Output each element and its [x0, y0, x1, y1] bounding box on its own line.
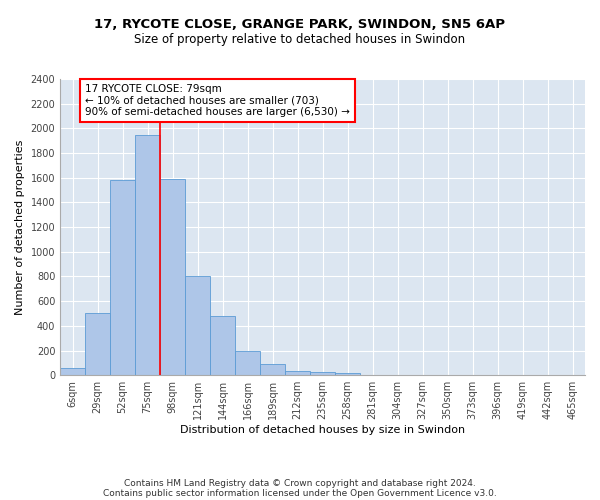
- Bar: [260, 364, 285, 375]
- Bar: [235, 351, 260, 375]
- Bar: [310, 372, 335, 375]
- Text: Contains HM Land Registry data © Crown copyright and database right 2024.: Contains HM Land Registry data © Crown c…: [124, 478, 476, 488]
- Text: Contains public sector information licensed under the Open Government Licence v3: Contains public sector information licen…: [103, 488, 497, 498]
- Text: 17, RYCOTE CLOSE, GRANGE PARK, SWINDON, SN5 6AP: 17, RYCOTE CLOSE, GRANGE PARK, SWINDON, …: [95, 18, 505, 30]
- Bar: [110, 180, 135, 375]
- Bar: [185, 276, 210, 375]
- Text: Size of property relative to detached houses in Swindon: Size of property relative to detached ho…: [134, 32, 466, 46]
- Bar: [135, 134, 160, 375]
- Text: 17 RYCOTE CLOSE: 79sqm
← 10% of detached houses are smaller (703)
90% of semi-de: 17 RYCOTE CLOSE: 79sqm ← 10% of detached…: [85, 84, 350, 117]
- X-axis label: Distribution of detached houses by size in Swindon: Distribution of detached houses by size …: [180, 425, 465, 435]
- Bar: [60, 368, 85, 375]
- Bar: [85, 314, 110, 375]
- Bar: [335, 372, 360, 375]
- Bar: [210, 316, 235, 375]
- Bar: [285, 371, 310, 375]
- Y-axis label: Number of detached properties: Number of detached properties: [15, 140, 25, 315]
- Bar: [160, 179, 185, 375]
